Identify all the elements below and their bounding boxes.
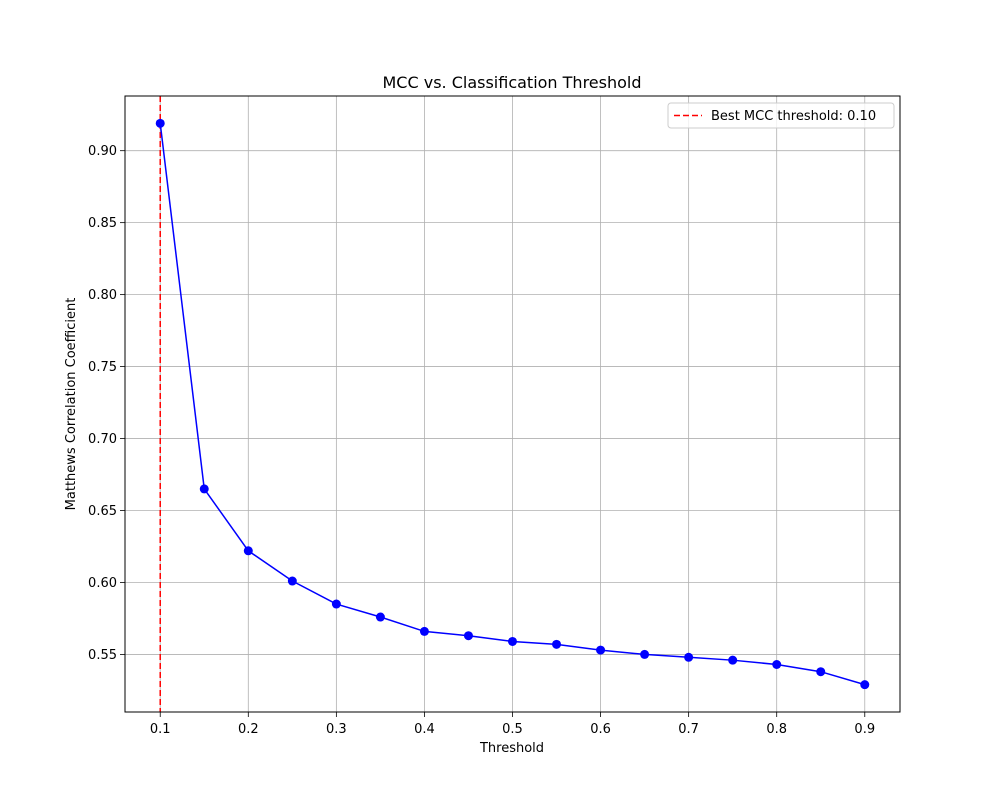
mcc-data-point xyxy=(552,639,562,649)
y-tick-label: 0.90 xyxy=(88,144,117,159)
chart-title: MCC vs. Classification Threshold xyxy=(382,73,641,92)
x-tick-label: 0.4 xyxy=(414,722,435,737)
y-tick-label: 0.70 xyxy=(88,432,117,447)
y-axis-label: Matthews Correlation Coefficient xyxy=(64,298,79,511)
legend: Best MCC threshold: 0.10 xyxy=(667,102,895,129)
mcc-data-point xyxy=(331,599,341,609)
x-tick-label: 0.1 xyxy=(150,722,171,737)
y-tick-label: 0.75 xyxy=(88,360,117,375)
x-tick-label: 0.8 xyxy=(766,722,787,737)
x-tick-label: 0.7 xyxy=(678,722,699,737)
mcc-data-point xyxy=(287,576,297,586)
y-tick-label: 0.65 xyxy=(88,504,117,519)
mcc-data-point xyxy=(375,612,385,622)
mcc-data-point xyxy=(684,652,694,662)
data-series xyxy=(155,118,870,690)
y-axis-ticks: 0.55 0.60 0.65 0.70 0.75 0.80 0.85 0.90 xyxy=(88,144,125,663)
x-axis-ticks: 0.1 0.2 0.3 0.4 0.5 0.6 0.7 0.8 0.9 xyxy=(150,712,875,737)
x-tick-label: 0.3 xyxy=(326,722,347,737)
mcc-data-point xyxy=(419,626,429,636)
y-tick-label: 0.60 xyxy=(88,576,117,591)
y-tick-label: 0.55 xyxy=(88,648,117,663)
mcc-data-point xyxy=(860,680,870,690)
mcc-data-point xyxy=(728,655,738,665)
mcc-data-point xyxy=(640,649,650,659)
mcc-data-point xyxy=(463,631,473,641)
y-tick-label: 0.85 xyxy=(88,216,117,231)
mcc-data-point xyxy=(508,636,517,646)
mcc-data-point xyxy=(596,645,606,655)
legend-label: Best MCC threshold: 0.10 xyxy=(711,109,876,124)
x-axis-label: Threshold xyxy=(479,741,544,756)
mcc-data-point xyxy=(199,484,209,494)
mcc-data-point xyxy=(816,667,826,677)
mcc-data-point xyxy=(772,660,782,670)
y-tick-label: 0.80 xyxy=(88,288,117,303)
x-tick-label: 0.6 xyxy=(590,722,611,737)
mcc-data-point xyxy=(155,118,165,128)
mcc-data-point xyxy=(243,546,253,556)
grid xyxy=(125,96,900,712)
x-tick-label: 0.5 xyxy=(502,722,523,737)
x-tick-label: 0.2 xyxy=(238,722,259,737)
x-tick-label: 0.9 xyxy=(854,722,875,737)
legend-box xyxy=(667,102,895,129)
